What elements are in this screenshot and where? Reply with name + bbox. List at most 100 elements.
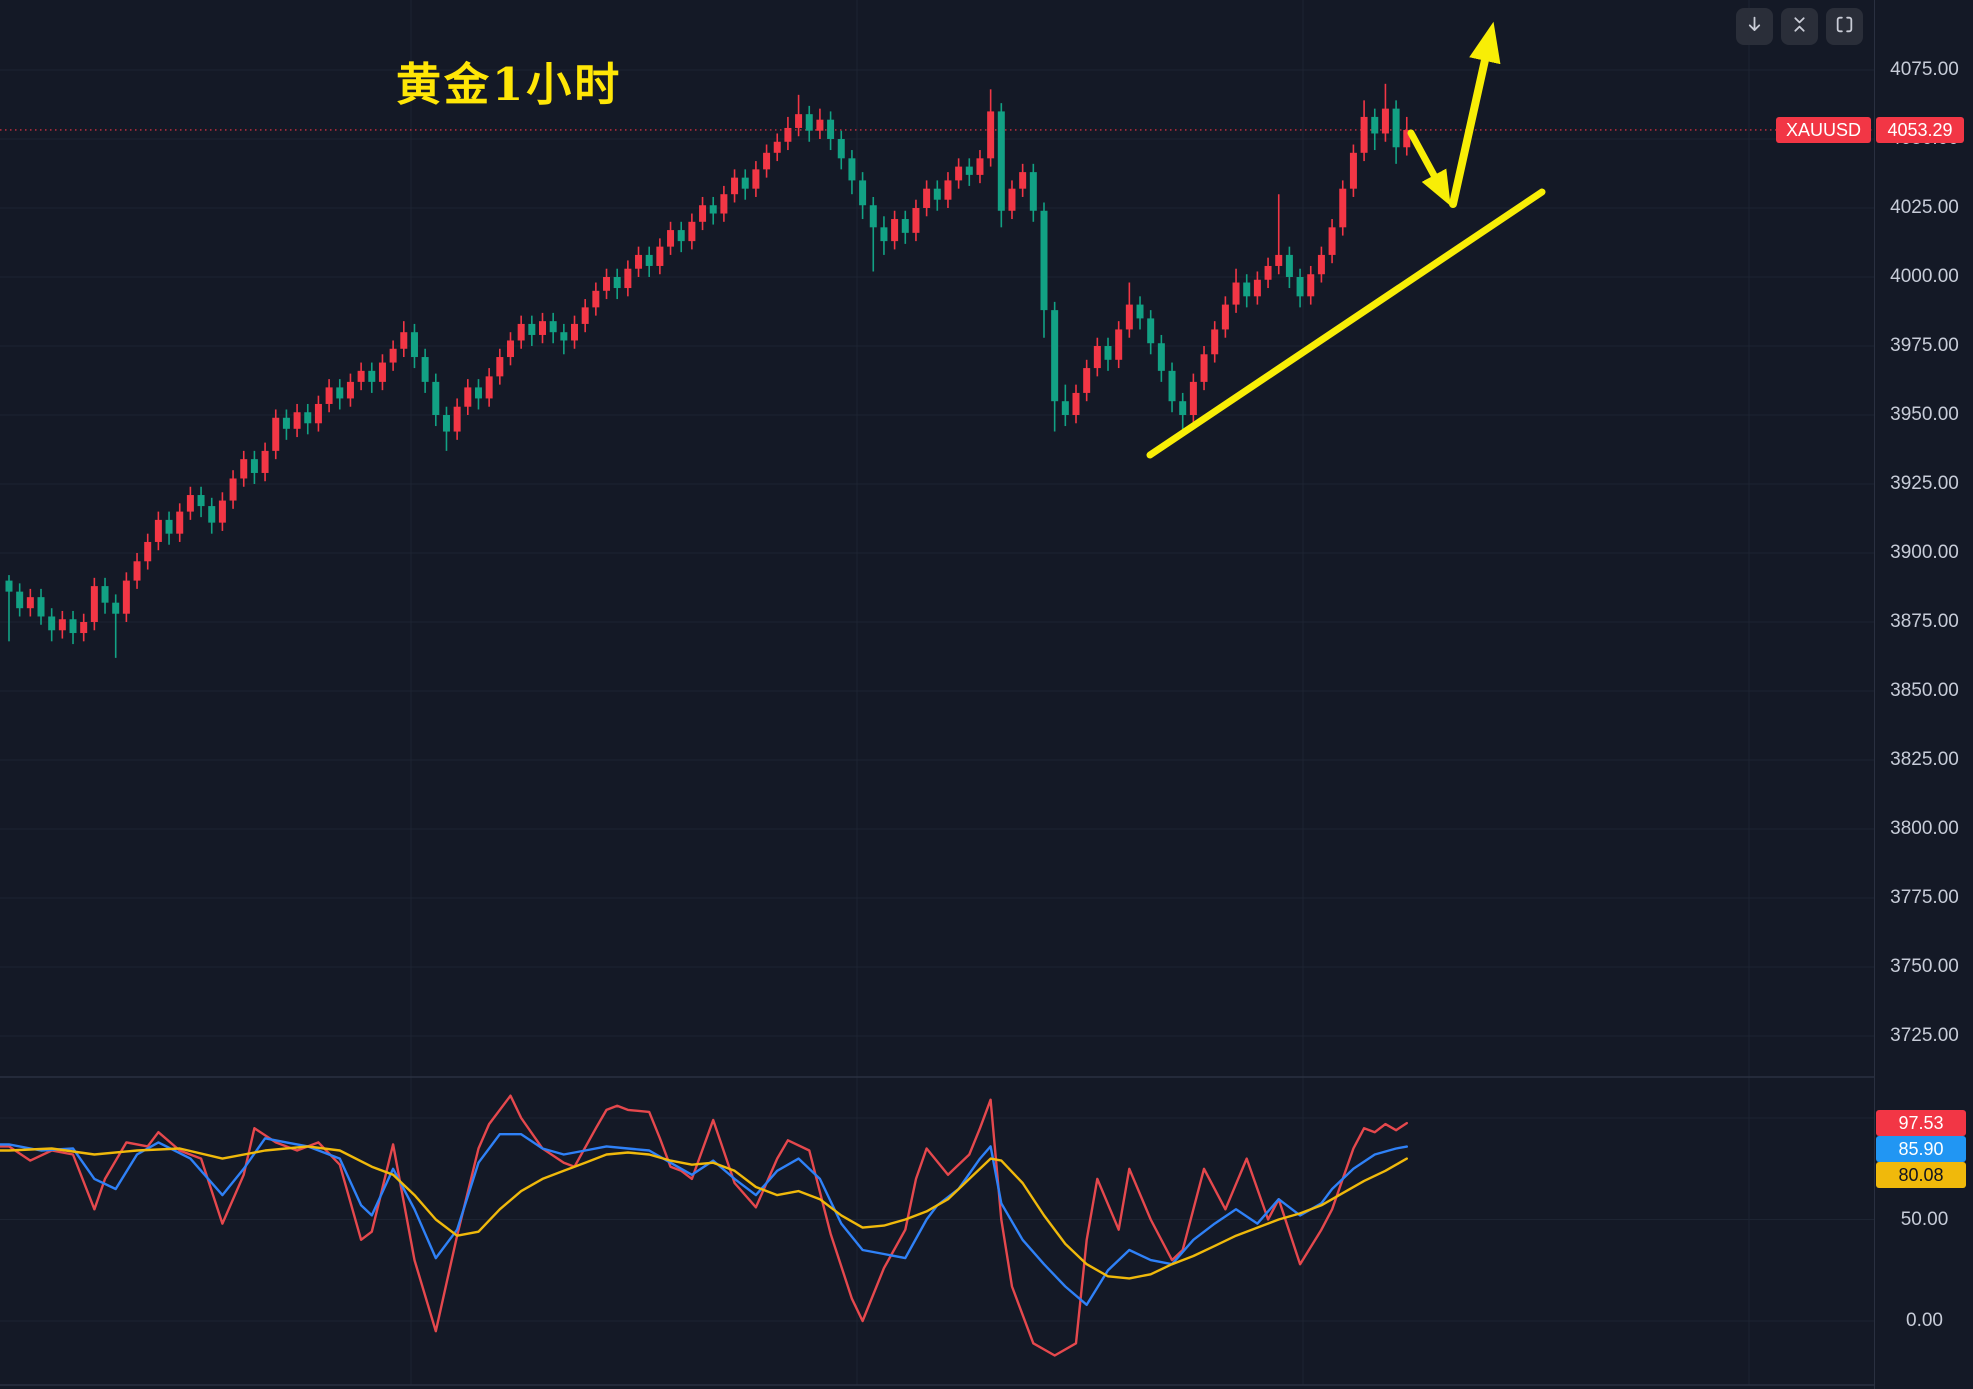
- candle: [795, 94, 803, 137]
- candle: [997, 103, 1005, 228]
- candle: [1317, 246, 1325, 283]
- candle: [1029, 163, 1037, 222]
- candle: [389, 340, 397, 371]
- candle: [933, 180, 941, 211]
- candle: [837, 130, 845, 170]
- collapse-pane-button[interactable]: [1781, 8, 1818, 45]
- candle: [635, 246, 643, 277]
- candle: [5, 575, 13, 642]
- candle: [16, 583, 24, 617]
- collapse-icon: [1789, 14, 1810, 40]
- arrow-down-icon: [1744, 14, 1765, 40]
- trend-line[interactable]: [1146, 188, 1546, 459]
- candle: [1061, 384, 1069, 427]
- candle: [37, 588, 45, 625]
- price-axis-label: 3925.00: [1890, 473, 1959, 494]
- drawing-annotations[interactable]: [1146, 21, 1546, 459]
- candle: [122, 572, 130, 622]
- candle: [1381, 83, 1389, 142]
- candle: [1093, 337, 1101, 377]
- candle: [186, 486, 194, 520]
- candle: [645, 246, 653, 277]
- candle: [229, 470, 237, 509]
- candle: [827, 111, 835, 151]
- arrow-up-drawing[interactable]: [1449, 21, 1501, 208]
- candle: [496, 348, 504, 385]
- candle: [101, 577, 109, 614]
- candle: [923, 180, 931, 217]
- candle: [976, 150, 984, 184]
- candle: [144, 533, 152, 570]
- candle: [1264, 257, 1272, 289]
- candle: [603, 268, 611, 300]
- candle: [965, 158, 973, 186]
- candle: [592, 282, 600, 316]
- candle: [165, 511, 173, 545]
- candle: [250, 450, 258, 484]
- candle: [378, 354, 386, 391]
- candle: [272, 409, 280, 460]
- scroll-to-latest-button[interactable]: [1736, 8, 1773, 45]
- price-axis-label: 3975.00: [1890, 335, 1959, 356]
- last-price-badge: 4053.29: [1876, 116, 1964, 143]
- candle: [176, 503, 184, 542]
- candle: [453, 398, 461, 440]
- candle: [1221, 296, 1229, 338]
- candle: [1125, 282, 1133, 338]
- fullscreen-button[interactable]: [1826, 8, 1863, 45]
- candlestick-series: [5, 83, 1411, 658]
- price-axis-label: 3750.00: [1890, 956, 1959, 977]
- price-axis-label: 4075.00: [1890, 59, 1959, 80]
- candle: [987, 89, 995, 167]
- candle: [763, 144, 771, 178]
- arrow-down-drawing[interactable]: [1407, 129, 1451, 206]
- candle: [154, 511, 162, 551]
- candle: [1083, 359, 1091, 402]
- candle: [293, 403, 301, 438]
- price-axis-label: 4000.00: [1890, 266, 1959, 287]
- candle: [1285, 246, 1293, 289]
- candle: [218, 492, 226, 531]
- candle: [677, 221, 685, 253]
- candle: [1328, 219, 1336, 264]
- candle: [410, 323, 418, 369]
- candle: [48, 608, 56, 642]
- candle: [699, 196, 707, 231]
- candle: [912, 199, 920, 242]
- candle: [400, 321, 408, 358]
- candle: [731, 169, 739, 203]
- candle: [474, 379, 482, 410]
- gridlines: [0, 0, 1874, 1385]
- price-axis-label: 3900.00: [1890, 542, 1959, 563]
- candle: [1136, 296, 1144, 330]
- price-axis-label: 4025.00: [1890, 197, 1959, 218]
- candle: [261, 442, 269, 482]
- candle: [1104, 337, 1112, 371]
- candle: [688, 213, 696, 250]
- candle: [560, 323, 568, 355]
- candle: [1360, 100, 1368, 162]
- candle: [901, 210, 909, 244]
- indicator-value-badge-slow: 80.08: [1876, 1162, 1966, 1188]
- candle: [848, 150, 856, 195]
- candle: [208, 497, 216, 534]
- symbol-price-label: XAUUSD: [1775, 116, 1871, 143]
- indicator-axis-label: 0.00: [1906, 1310, 1943, 1331]
- candle: [528, 315, 536, 346]
- candle: [1040, 202, 1048, 338]
- price-axis-label: 3825.00: [1890, 749, 1959, 770]
- candle: [26, 588, 34, 617]
- candle: [1275, 194, 1283, 275]
- candle: [1157, 334, 1165, 382]
- candle: [1019, 163, 1027, 197]
- price-axis-label: 3725.00: [1890, 1025, 1959, 1046]
- candle: [613, 268, 621, 300]
- candle: [624, 260, 632, 297]
- candle: [442, 406, 450, 451]
- candle: [539, 312, 546, 344]
- indicator-value-badge-mid: 85.90: [1876, 1136, 1966, 1162]
- candle: [549, 312, 557, 344]
- candle: [1211, 321, 1219, 363]
